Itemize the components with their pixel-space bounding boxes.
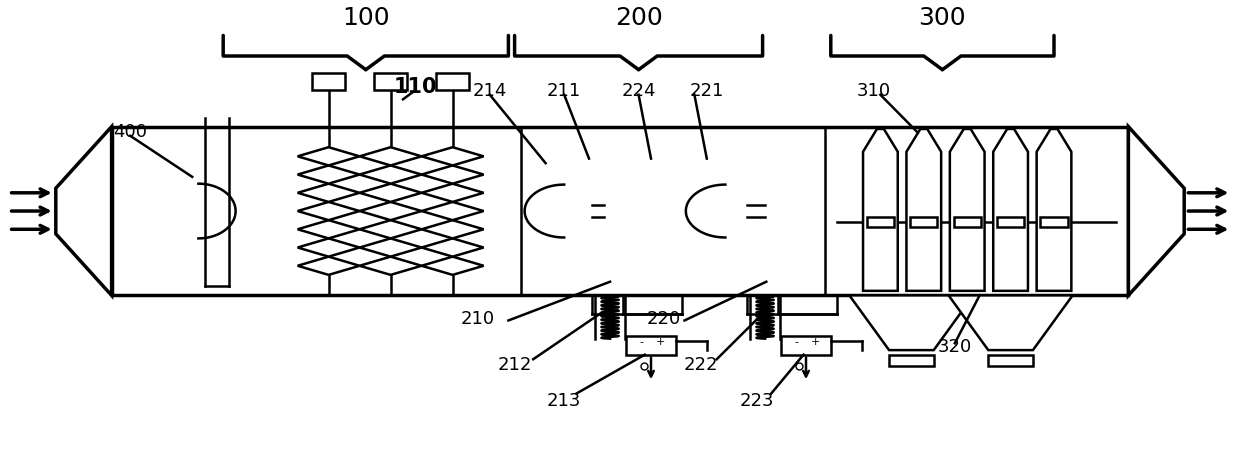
Bar: [910, 218, 937, 228]
Text: +: +: [811, 336, 821, 346]
Polygon shape: [863, 130, 898, 291]
Polygon shape: [422, 257, 484, 275]
Polygon shape: [298, 239, 360, 257]
Polygon shape: [906, 130, 941, 291]
Polygon shape: [422, 202, 484, 221]
Bar: [781, 337, 831, 355]
Polygon shape: [422, 221, 484, 239]
Polygon shape: [298, 166, 360, 184]
Bar: [374, 74, 407, 91]
Polygon shape: [360, 148, 422, 166]
Polygon shape: [422, 166, 484, 184]
Bar: [988, 355, 1033, 366]
Polygon shape: [298, 184, 360, 202]
Text: 223: 223: [739, 391, 774, 410]
Polygon shape: [298, 202, 360, 221]
Polygon shape: [422, 148, 484, 166]
Text: 212: 212: [497, 355, 532, 373]
Text: 211: 211: [547, 82, 582, 100]
Text: -: -: [794, 336, 799, 346]
Polygon shape: [993, 130, 1028, 291]
Text: 221: 221: [689, 82, 724, 100]
Polygon shape: [360, 257, 422, 275]
Polygon shape: [1128, 127, 1184, 296]
Text: 300: 300: [919, 6, 966, 30]
Polygon shape: [950, 130, 985, 291]
Text: 210: 210: [460, 309, 495, 328]
Text: 213: 213: [547, 391, 582, 410]
Bar: [1040, 218, 1068, 228]
Bar: [112, 127, 1128, 296]
Polygon shape: [849, 296, 973, 350]
Text: 220: 220: [646, 309, 681, 328]
Polygon shape: [298, 257, 360, 275]
Text: 310: 310: [857, 82, 892, 100]
Polygon shape: [360, 239, 422, 257]
Text: 222: 222: [683, 355, 718, 373]
Text: +: +: [656, 336, 666, 346]
Polygon shape: [360, 221, 422, 239]
Polygon shape: [1037, 130, 1071, 291]
Polygon shape: [949, 296, 1073, 350]
Bar: [436, 74, 469, 91]
Bar: [889, 355, 934, 366]
Polygon shape: [360, 202, 422, 221]
Bar: [626, 337, 676, 355]
Text: 224: 224: [621, 82, 656, 100]
Text: 110: 110: [393, 76, 438, 96]
Polygon shape: [360, 166, 422, 184]
Text: -: -: [639, 336, 644, 346]
Polygon shape: [422, 239, 484, 257]
Text: 320: 320: [937, 337, 972, 355]
Bar: [312, 74, 345, 91]
Bar: [954, 218, 981, 228]
Bar: [997, 218, 1024, 228]
Text: 214: 214: [472, 82, 507, 100]
Polygon shape: [360, 184, 422, 202]
Polygon shape: [298, 148, 360, 166]
Polygon shape: [298, 221, 360, 239]
Polygon shape: [422, 184, 484, 202]
Polygon shape: [56, 127, 112, 296]
Text: 400: 400: [113, 123, 148, 141]
Text: 100: 100: [342, 6, 389, 30]
Bar: [867, 218, 894, 228]
Text: 200: 200: [615, 6, 662, 30]
